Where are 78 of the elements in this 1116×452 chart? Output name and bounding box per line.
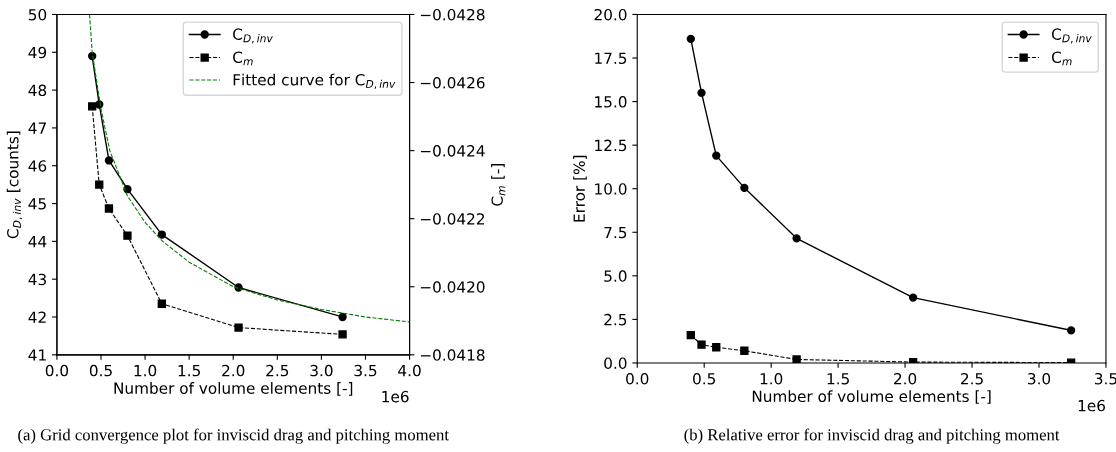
text: 1e6 [382, 390, 409, 403]
y-tick-label: 45 [28, 198, 46, 210]
x-tick-label: 1.5 [178, 365, 200, 377]
x-tick-label: 4.0 [398, 364, 421, 377]
x-tick-label: 1.0 [134, 364, 157, 377]
y-tick-label: 10.0 [595, 183, 627, 195]
y2-tick-label: −0.0422 [420, 213, 485, 225]
x-tick-label: 2.5 [266, 364, 289, 377]
point [686, 34, 695, 44]
point [712, 151, 721, 160]
y-tick-label: 17.5 [595, 52, 627, 65]
y-tick-label: 48 [28, 84, 47, 97]
x-tick-label: 3.5 [354, 364, 377, 377]
y-tick-label: 50 [28, 8, 47, 21]
point [123, 231, 132, 240]
legend-label: Fitted curve for C$_{D,inv}$ [233, 73, 396, 90]
y-axis-title: C$_{D,inv}$ [counts] [6, 131, 23, 239]
y2-tick-label: −0.0420 [420, 281, 485, 293]
x-tick-label: 1.0 [760, 372, 783, 385]
legend-label: C$_{D,inv}$ [1051, 28, 1092, 44]
point [686, 330, 695, 340]
point [157, 299, 166, 308]
point [697, 88, 706, 98]
point [792, 355, 801, 363]
point [338, 330, 347, 339]
point [338, 312, 347, 322]
x-tick-label: 3.0 [310, 364, 333, 377]
x-tick-label: 3.5 [1094, 372, 1116, 385]
point [95, 180, 104, 189]
y-tick-label: 46 [28, 160, 47, 172]
y-tick-label: 20.0 [594, 8, 627, 21]
point [1066, 326, 1076, 335]
y-tick-label: 47 [28, 122, 46, 134]
point [792, 234, 801, 243]
point [740, 183, 749, 193]
x-tick-label: 2.5 [961, 372, 983, 385]
point [908, 293, 918, 302]
y-tick-label: 44 [28, 236, 47, 248]
y-tick-label: 49 [28, 46, 47, 59]
point [157, 230, 166, 239]
y2-tick-label: −0.0426 [420, 77, 485, 89]
x-tick-label: 2.0 [222, 364, 245, 377]
y2-axis-title: C$_{m}$ [-] [491, 164, 506, 206]
x-tick-label: 3.0 [1028, 372, 1051, 385]
y-tick-label: 42 [28, 311, 46, 323]
line-series [88, 14, 410, 323]
y-tick-label: 12.5 [595, 139, 627, 152]
point [740, 346, 749, 355]
x-tick-label: 2.0 [894, 372, 917, 385]
y2-tick-label: −0.0418 [420, 349, 485, 361]
text: (b) Relative error for inviscid drag and pitching moment [684, 428, 1060, 444]
x-tick-label: 0.0 [45, 364, 69, 377]
point [234, 323, 243, 332]
x-tick-label: 0.5 [89, 364, 112, 377]
y-tick-label: 15.0 [595, 96, 627, 108]
y-tick-label: 43 [28, 273, 46, 286]
x-tick-label: 1.5 [827, 373, 849, 385]
y-tick-label: 7.5 [604, 226, 627, 239]
text: 1e6 [1078, 399, 1105, 412]
text: (a) Grid convergence plot for inviscid drag and pitching moment [18, 428, 449, 444]
y-axis-title: Error [%] [573, 155, 587, 222]
legend-label: C$_{m}$ [1051, 51, 1072, 66]
point [697, 340, 706, 349]
x-axis-title: Number of volume elements [-] [114, 382, 353, 396]
y2-tick-label: −0.0428 [420, 8, 485, 21]
y-tick-label: 5.0 [604, 270, 627, 282]
point [104, 156, 114, 165]
x-axis-title: Number of volume elements [-] [752, 390, 991, 404]
x-tick-label: 0.5 [693, 372, 716, 385]
y-tick-label: 41 [28, 349, 46, 361]
x-tick-label: 0.0 [626, 372, 649, 385]
y-tick-label: 2.5 [604, 313, 627, 326]
y2-tick-label: −0.0424 [420, 145, 485, 157]
point [712, 343, 721, 352]
point [88, 102, 97, 111]
point [104, 204, 114, 213]
legend-label: C$_{m}$ [233, 51, 253, 66]
legend-label: C$_{D,inv}$ [233, 28, 273, 44]
